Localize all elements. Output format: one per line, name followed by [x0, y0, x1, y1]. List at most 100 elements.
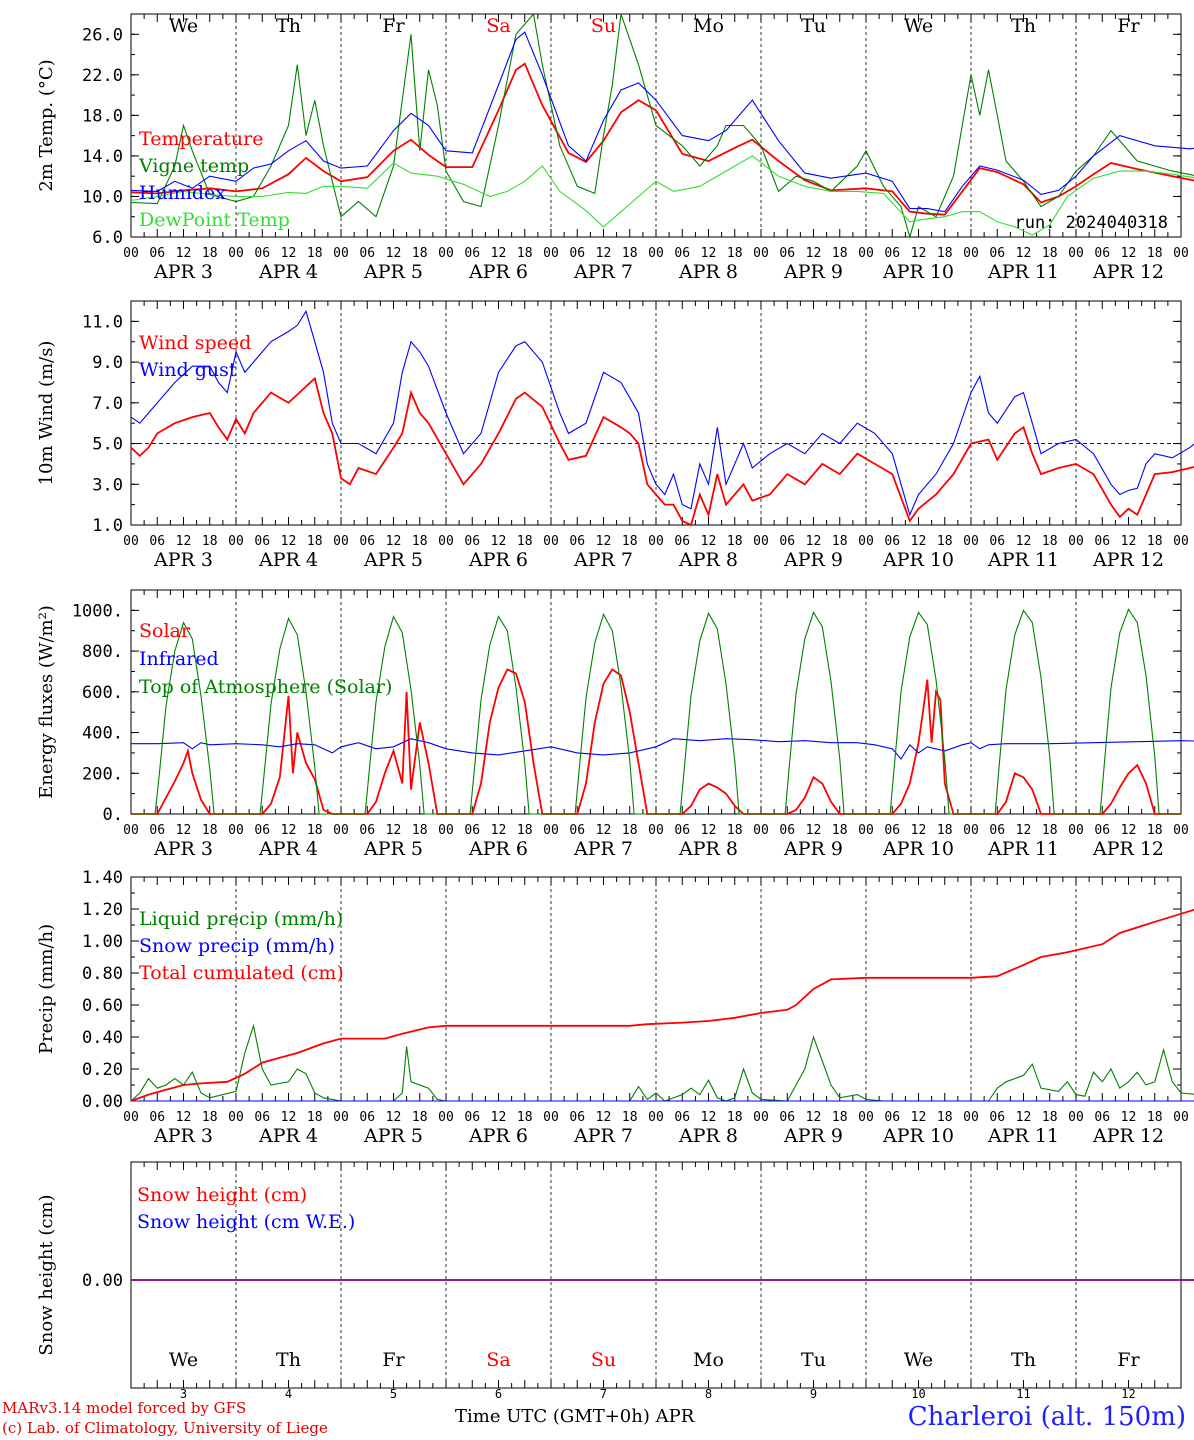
hour-label: 18	[202, 823, 218, 838]
hour-label: 18	[202, 1110, 218, 1125]
hour-label: 00	[753, 534, 769, 549]
hour-label: 12	[1016, 823, 1032, 838]
y-tick-label: 0.60	[82, 996, 123, 1016]
hour-label: 00	[123, 246, 139, 261]
y-tick-label: 22.0	[82, 66, 123, 86]
date-label: APR 4	[258, 261, 318, 283]
legend-entry: Snow height (cm W.E.)	[137, 1211, 355, 1233]
hour-label: 06	[464, 1110, 480, 1125]
date-label: APR 9	[783, 838, 843, 860]
y-tick-label: 1000.	[72, 601, 123, 621]
hour-label: 12	[176, 534, 192, 549]
hour-label: 18	[832, 534, 848, 549]
hour-label: 00	[333, 1110, 349, 1125]
hour-label: 06	[884, 823, 900, 838]
hour-label: 00	[123, 534, 139, 549]
legend-entry: Humidex	[139, 182, 226, 204]
weekday-label: Tu	[801, 15, 826, 37]
hour-label: 18	[517, 534, 533, 549]
date-label: APR 7	[573, 261, 633, 283]
y-tick-label: 18.0	[82, 106, 123, 126]
lab-credit: (c) Lab. of Climatology, University of L…	[2, 1419, 328, 1437]
date-label: APR 8	[678, 549, 738, 571]
panel-frame	[130, 300, 1182, 526]
y-tick-label: 9.0	[92, 353, 123, 373]
weekday-label: Mo	[693, 15, 724, 37]
hour-label: 00	[648, 534, 664, 549]
date-label: APR 3	[153, 838, 213, 860]
hour-label: 18	[832, 823, 848, 838]
hour-label: 06	[359, 823, 375, 838]
date-label: APR 10	[882, 1125, 954, 1147]
hour-label: 18	[1042, 246, 1058, 261]
hour-label: 06	[569, 534, 585, 549]
date-label: APR 4	[258, 549, 318, 571]
date-label: APR 6	[468, 261, 528, 283]
y-axis-label: 2m Temp. (°C)	[36, 59, 57, 191]
hour-label: 06	[254, 534, 270, 549]
hour-label: 00	[963, 534, 979, 549]
date-label: APR 11	[987, 261, 1059, 283]
weekday-label: Th	[1011, 15, 1036, 37]
hour-label: 06	[464, 823, 480, 838]
hour-label: 12	[281, 823, 297, 838]
series-line	[130, 376, 1194, 527]
hour-label: 00	[963, 823, 979, 838]
y-tick-label: 0.	[103, 805, 123, 825]
hour-label: 18	[937, 246, 953, 261]
date-label: APR 12	[1092, 261, 1164, 283]
hour-label: 12	[176, 823, 192, 838]
date-label: APR 12	[1092, 1125, 1164, 1147]
hour-label: 06	[989, 246, 1005, 261]
hour-label: 12	[1016, 246, 1032, 261]
time-axis-label: Time UTC (GMT+0h) APR	[455, 1406, 695, 1427]
hour-label: 12	[596, 534, 612, 549]
weekday-label: Fr	[382, 15, 405, 37]
series-line	[131, 738, 1194, 760]
hour-label: 06	[1094, 823, 1110, 838]
hour-label: 12	[386, 246, 402, 261]
day-number: 8	[705, 1387, 712, 1401]
legend-entry: Temperature	[139, 128, 263, 150]
hour-label: 18	[1042, 1110, 1058, 1125]
hour-label: 18	[937, 823, 953, 838]
legend-entry: Solar	[139, 620, 191, 642]
legend-entry: Snow precip (mm/h)	[139, 935, 335, 957]
y-tick-label: 1.00	[82, 932, 123, 952]
hour-label: 00	[1173, 246, 1189, 261]
hour-label: 18	[307, 246, 323, 261]
hour-label: 18	[517, 246, 533, 261]
hour-label: 18	[1147, 823, 1163, 838]
hour-label: 00	[858, 823, 874, 838]
day-number: 3	[180, 1387, 187, 1401]
day-number: 9	[810, 1387, 817, 1401]
hour-label: 06	[884, 1110, 900, 1125]
hour-label: 18	[622, 246, 638, 261]
hour-label: 00	[438, 246, 454, 261]
hour-label: 06	[779, 1110, 795, 1125]
hour-label: 18	[307, 534, 323, 549]
date-label: APR 3	[153, 549, 213, 571]
hour-label: 00	[963, 246, 979, 261]
date-label: APR 5	[363, 549, 423, 571]
hour-label: 18	[832, 1110, 848, 1125]
day-number: 10	[911, 1387, 925, 1401]
y-tick-label: 0.20	[82, 1060, 123, 1080]
y-tick-label: 10.0	[82, 187, 123, 207]
hour-label: 18	[517, 823, 533, 838]
hour-label: 06	[464, 534, 480, 549]
hour-label: 12	[1121, 823, 1137, 838]
hour-label: 00	[1068, 823, 1084, 838]
y-tick-label: 0.00	[82, 1092, 123, 1112]
hour-label: 00	[753, 246, 769, 261]
hour-label: 12	[806, 823, 822, 838]
y-axis-label: 10m Wind (m/s)	[36, 341, 57, 486]
date-label: APR 8	[678, 1125, 738, 1147]
hour-label: 18	[1042, 534, 1058, 549]
hour-label: 00	[123, 823, 139, 838]
hour-label: 12	[176, 1110, 192, 1125]
y-tick-label: 7.0	[92, 394, 123, 414]
hour-label: 18	[1042, 823, 1058, 838]
day-number: 5	[390, 1387, 397, 1401]
hour-label: 18	[202, 246, 218, 261]
